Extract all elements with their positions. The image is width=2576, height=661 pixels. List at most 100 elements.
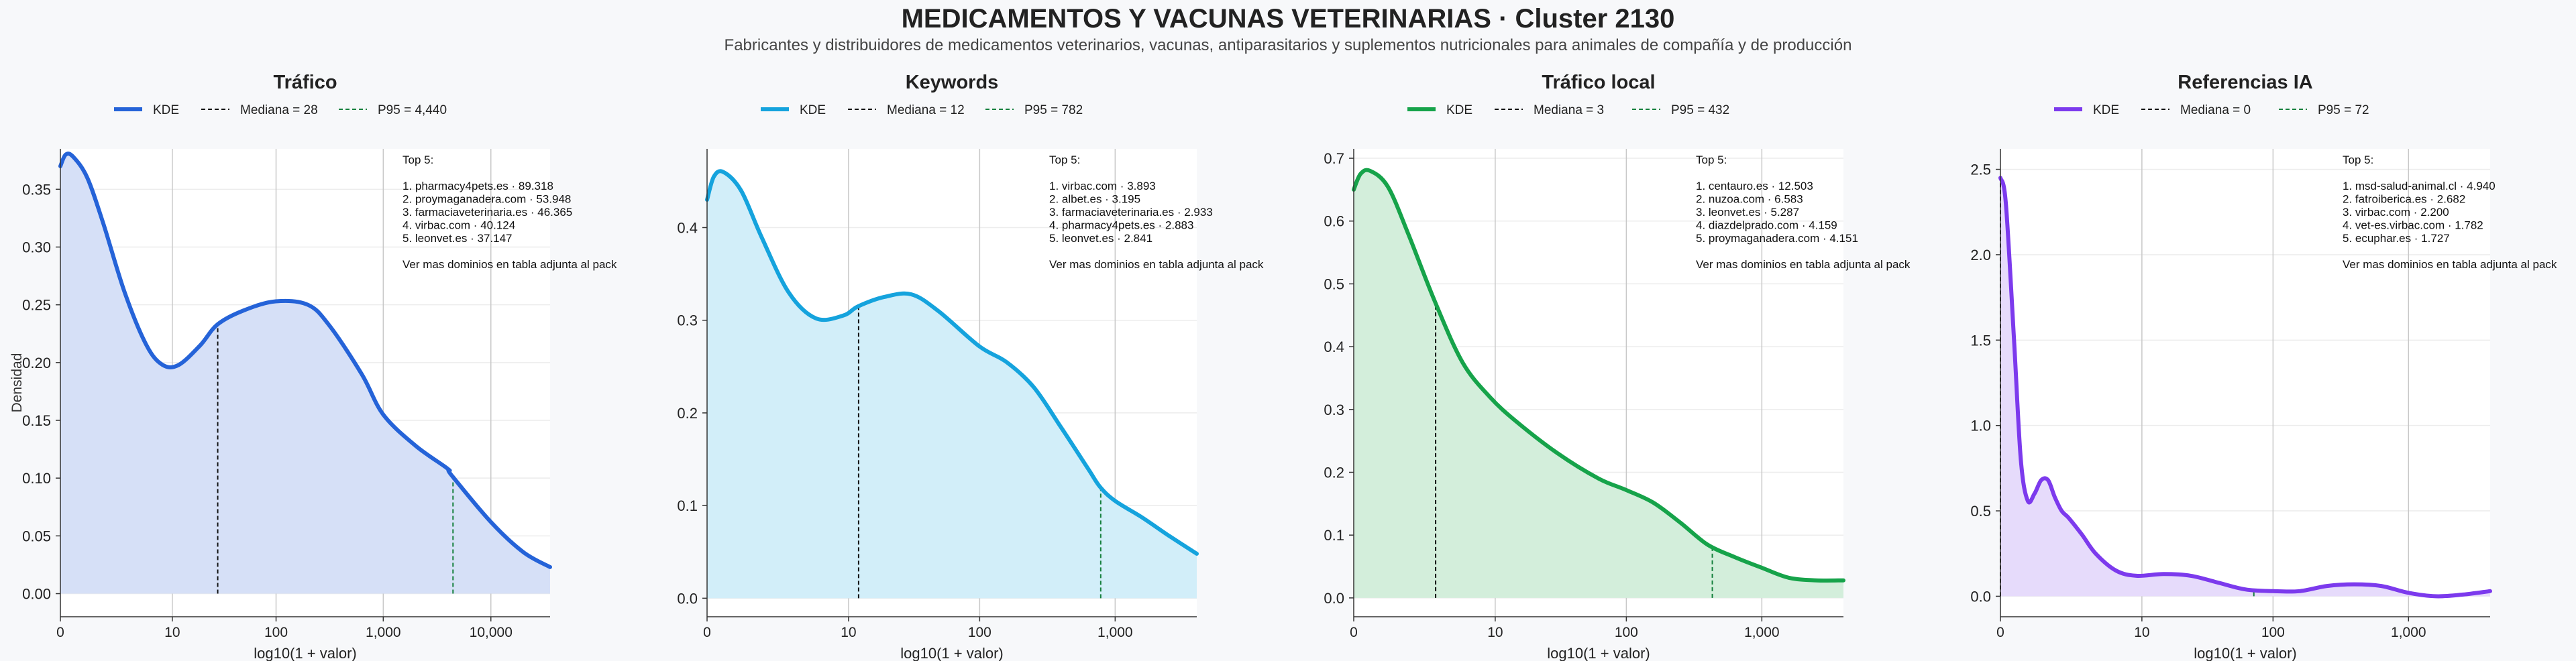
y-tick-label: 0.1 <box>1324 527 1344 544</box>
chart-panel-1: 0.00 0.05 0.10 0.15 0.20 0.25 0.30 0.35 0 10 100 1,… <box>22 72 617 661</box>
y-tick-label: 0.7 <box>1324 150 1344 167</box>
annotation-line: 1. centauro.es · 12.503 <box>1696 180 1813 192</box>
y-tick-label: 2.0 <box>1970 247 1991 263</box>
annotation-line: 3. farmaciaveterinaria.es · 2.933 <box>1049 206 1213 219</box>
y-tick-label: 0.35 <box>22 181 51 198</box>
legend-median-label: Mediana = 0 <box>2180 103 2251 117</box>
y-tick-label: 0.10 <box>22 470 51 487</box>
y-tick-label: 0.6 <box>1324 213 1344 230</box>
panel-title: Referencias IA <box>2178 72 2313 93</box>
panel-title: Tráfico <box>273 72 337 93</box>
kde-area <box>60 154 550 594</box>
annotation-line: 4. virbac.com · 40.124 <box>402 219 515 232</box>
annotation-line: Ver mas dominios en tabla adjunta al pac… <box>1696 258 1911 271</box>
y-tick-label: 0.0 <box>1324 590 1344 607</box>
legend-median-label: Mediana = 3 <box>1534 103 1604 117</box>
x-tick-label: 1,000 <box>2391 625 2426 640</box>
chart-panel-3: 0.0 0.1 0.2 0.3 0.4 0.5 0.6 0.7 0 10 100 1,000 log10… <box>1324 72 1911 661</box>
legend-kde-label: KDE <box>153 103 179 117</box>
y-tick-label: 1.0 <box>1970 418 1991 434</box>
y-tick-label: 0.0 <box>1970 588 1991 605</box>
y-tick-label: 0.5 <box>1970 503 1991 520</box>
x-tick-label: 0 <box>1996 625 2004 640</box>
annotation-line: 5. leonvet.es · 37.147 <box>402 232 513 245</box>
x-tick-label: 10 <box>2134 625 2149 640</box>
y-tick-label: 0.05 <box>22 528 51 544</box>
annotation-line: 4. vet-es.virbac.com · 1.782 <box>2343 219 2483 232</box>
kde-area <box>1354 170 1843 598</box>
y-tick-label: 2.5 <box>1970 162 1991 178</box>
kde-line <box>58 152 552 569</box>
legend-p95-label: P95 = 432 <box>1671 103 1729 117</box>
x-tick-label: 10 <box>841 625 856 640</box>
legend-median-label: Mediana = 12 <box>887 103 965 117</box>
annotation-line: Top 5: <box>1049 154 1080 166</box>
y-tick-label: 0.5 <box>1324 276 1344 292</box>
y-tick-label: 0.3 <box>677 312 698 329</box>
kde-line <box>1998 176 2492 599</box>
annotation-line: 2. fatroiberica.es · 2.682 <box>2343 193 2465 206</box>
annotation-line: Top 5: <box>1696 154 1727 166</box>
y-tick-label: 0.4 <box>1324 339 1344 355</box>
annotation-line: 4. diazdelprado.com · 4.159 <box>1696 219 1837 232</box>
legend-kde-label: KDE <box>800 103 826 117</box>
x-tick-label: 10 <box>1487 625 1503 640</box>
x-tick-label: 10 <box>164 625 180 640</box>
y-tick-label: 0.30 <box>22 239 51 255</box>
chart-panel-4: 0.0 0.5 1.0 1.5 2.0 2.5 0 10 100 1,000 log10(1 + v… <box>1970 72 2557 661</box>
annotation-line: Ver mas dominios en tabla adjunta al pac… <box>1049 258 1264 271</box>
y-tick-label: 0.00 <box>22 586 51 603</box>
chart-panel-2: 0.0 0.1 0.2 0.3 0.4 0 10 100 1,000 log10(1 + valo… <box>677 72 1264 661</box>
annotation-line: Top 5: <box>2343 154 2373 166</box>
y-tick-label: 0.2 <box>1324 465 1344 481</box>
x-tick-label: 1,000 <box>1744 625 1780 640</box>
x-tick-label: 0 <box>1350 625 1358 640</box>
x-tick-label: 1,000 <box>366 625 401 640</box>
y-axis-label: Densidad <box>9 353 25 413</box>
annotation-line: 3. leonvet.es · 5.287 <box>1696 206 1799 219</box>
x-tick-label: 100 <box>2261 625 2285 640</box>
y-tick-label: 0.1 <box>677 497 698 514</box>
kde-line <box>705 169 1199 556</box>
annotation-line: 3. virbac.com · 2.200 <box>2343 206 2449 219</box>
legend-kde-label: KDE <box>1446 103 1472 117</box>
x-tick-label: 100 <box>1615 625 1638 640</box>
x-tick-label: 100 <box>264 625 288 640</box>
y-tick-label: 1.5 <box>1970 332 1991 349</box>
x-axis-label: log10(1 + valor) <box>900 645 1003 661</box>
annotation-line: Ver mas dominios en tabla adjunta al pac… <box>402 258 617 271</box>
annotation-line: 5. ecuphar.es · 1.727 <box>2343 232 2450 245</box>
figure-subtitle: Fabricantes y distribuidores de medicame… <box>724 36 1852 54</box>
x-axis-label: log10(1 + valor) <box>1547 645 1650 661</box>
x-tick-label: 0 <box>703 625 711 640</box>
legend-median-label: Mediana = 28 <box>240 103 318 117</box>
annotation-line: 2. nuzoa.com · 6.583 <box>1696 193 1803 206</box>
annotation-line: 1. virbac.com · 3.893 <box>1049 180 1156 192</box>
legend-kde-label: KDE <box>2093 103 2119 117</box>
x-tick-label: 0 <box>56 625 64 640</box>
x-axis-label: log10(1 + valor) <box>254 645 356 661</box>
kde-line <box>1352 168 1845 583</box>
panel-title: Tráfico local <box>1542 72 1655 93</box>
panel-title: Keywords <box>906 72 999 93</box>
annotation-line: 1. msd-salud-animal.cl · 4.940 <box>2343 180 2496 192</box>
annotation-line: 2. proymaganadera.com · 53.948 <box>402 193 571 206</box>
y-tick-label: 0.25 <box>22 297 51 314</box>
x-axis-label: log10(1 + valor) <box>2194 645 2296 661</box>
annotation-line: 3. farmaciaveterinaria.es · 46.365 <box>402 206 572 219</box>
y-tick-label: 0.3 <box>1324 402 1344 418</box>
annotation-line: 4. pharmacy4pets.es · 2.883 <box>1049 219 1193 232</box>
annotation-line: 5. leonvet.es · 2.841 <box>1049 232 1152 245</box>
y-tick-label: 0.20 <box>22 355 51 371</box>
y-tick-label: 0.2 <box>677 405 698 422</box>
x-tick-label: 100 <box>968 625 991 640</box>
annotation-line: 2. albet.es · 3.195 <box>1049 193 1140 206</box>
kde-area <box>707 171 1197 599</box>
x-tick-label: 10,000 <box>470 625 513 640</box>
annotation-line: Ver mas dominios en tabla adjunta al pac… <box>2343 258 2557 271</box>
annotation-line: Top 5: <box>402 154 433 166</box>
figure-title: MEDICAMENTOS Y VACUNAS VETERINARIAS · Cl… <box>901 4 1675 34</box>
y-tick-label: 0.15 <box>22 412 51 429</box>
